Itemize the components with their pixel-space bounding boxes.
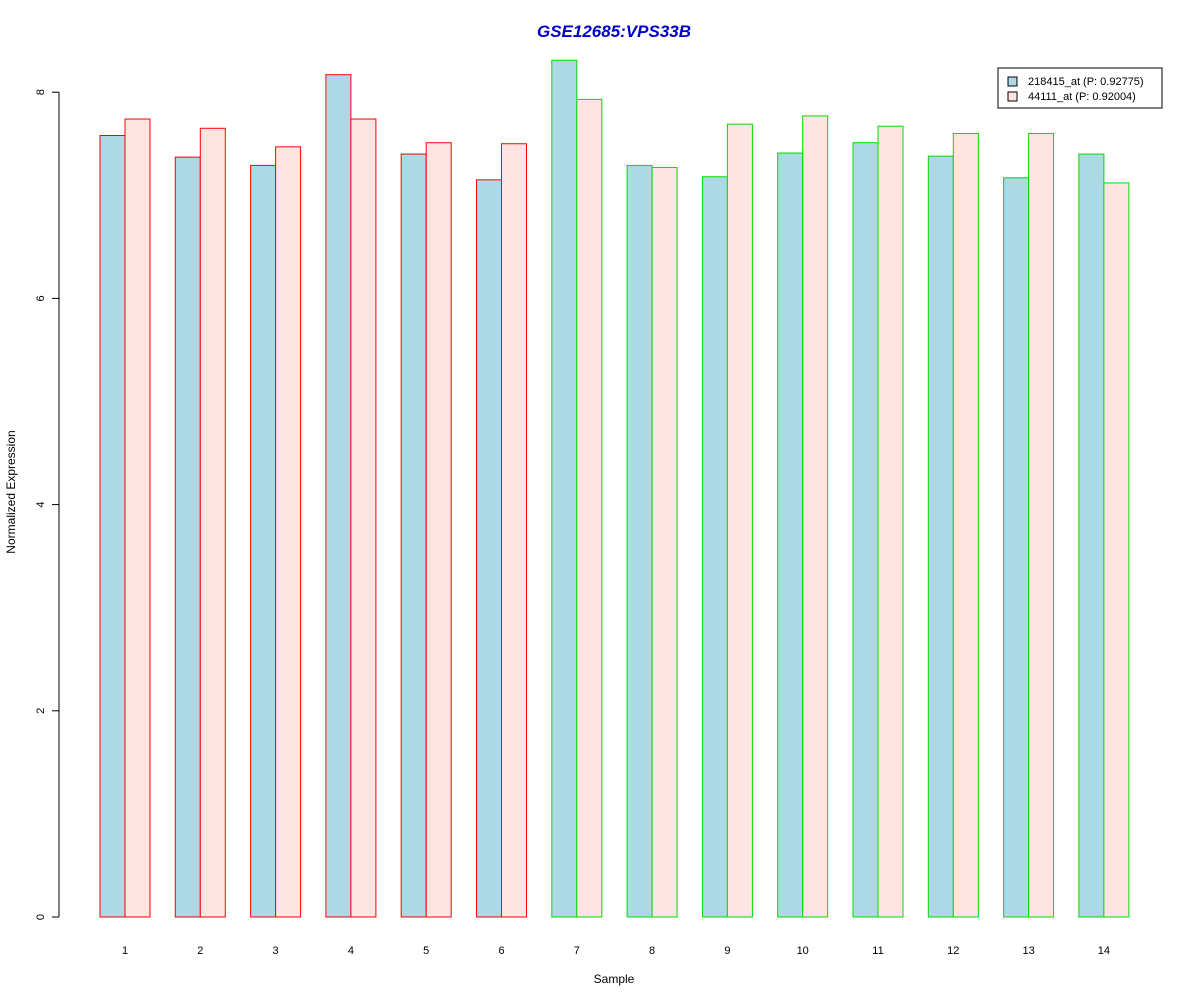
bar <box>124 118 151 918</box>
y-axis: 0 2 4 6 8 <box>35 89 60 920</box>
legend-label: 218415_at (P: 0.92775) <box>1028 76 1144 88</box>
chart-title: GSE12685:VPS33B <box>537 22 691 41</box>
y-tick-label: 2 <box>35 708 47 714</box>
y-tick-label: 6 <box>35 295 47 301</box>
x-tick-label: 9 <box>724 945 730 957</box>
bar <box>651 166 678 918</box>
bar <box>952 132 979 918</box>
bar <box>174 156 201 918</box>
bar <box>250 164 277 918</box>
x-tick-label: 14 <box>1098 945 1110 957</box>
bar <box>476 179 502 918</box>
x-tick-label: 5 <box>423 945 429 957</box>
x-tick-label: 8 <box>649 945 655 957</box>
x-tick-label: 4 <box>348 945 354 957</box>
x-tick-label: 10 <box>797 945 809 957</box>
bar <box>576 98 603 918</box>
x-tick-label: 12 <box>947 945 959 957</box>
bar <box>927 155 954 918</box>
x-tick-label: 6 <box>498 945 504 957</box>
legend-swatch <box>1007 76 1018 87</box>
legend-label: 44111_at (P: 0.92004) <box>1028 91 1136 103</box>
bar <box>501 143 527 918</box>
bar-group <box>99 59 1130 918</box>
bar <box>400 153 427 918</box>
bar <box>1028 132 1055 918</box>
bar <box>777 152 804 918</box>
x-tick-label: 7 <box>574 945 580 957</box>
bar <box>199 127 226 918</box>
bar <box>701 176 728 918</box>
bar <box>726 123 753 918</box>
x-tick-label: 1 <box>122 945 128 957</box>
legend: 218415_at (P: 0.92775) 44111_at (P: 0.92… <box>997 67 1163 109</box>
x-tick-label: 13 <box>1022 945 1034 957</box>
y-tick-label: 0 <box>35 914 47 920</box>
x-tick-label: 3 <box>273 945 279 957</box>
x-tick-label: 2 <box>197 945 203 957</box>
bar <box>275 146 302 918</box>
bar <box>325 74 352 918</box>
bar <box>1078 153 1105 918</box>
x-axis-title: Sample <box>594 972 635 986</box>
bar <box>350 118 377 918</box>
bar <box>425 142 452 918</box>
bar <box>551 59 578 918</box>
bar <box>626 164 653 918</box>
bar <box>1003 177 1030 918</box>
bar <box>99 135 126 918</box>
y-axis-title: Normalized Expression <box>4 430 18 553</box>
bar <box>802 115 829 918</box>
bar <box>852 142 879 918</box>
y-tick-label: 8 <box>35 89 47 95</box>
legend-box <box>997 67 1163 109</box>
bar <box>877 125 904 918</box>
bar <box>1103 182 1130 918</box>
legend-swatch <box>1007 91 1018 102</box>
x-tick-label: 11 <box>872 945 883 957</box>
x-tick-labels: 1 2 3 4 5 6 7 8 9 10 11 12 13 14 <box>122 945 1110 957</box>
y-tick-label: 4 <box>35 502 47 508</box>
